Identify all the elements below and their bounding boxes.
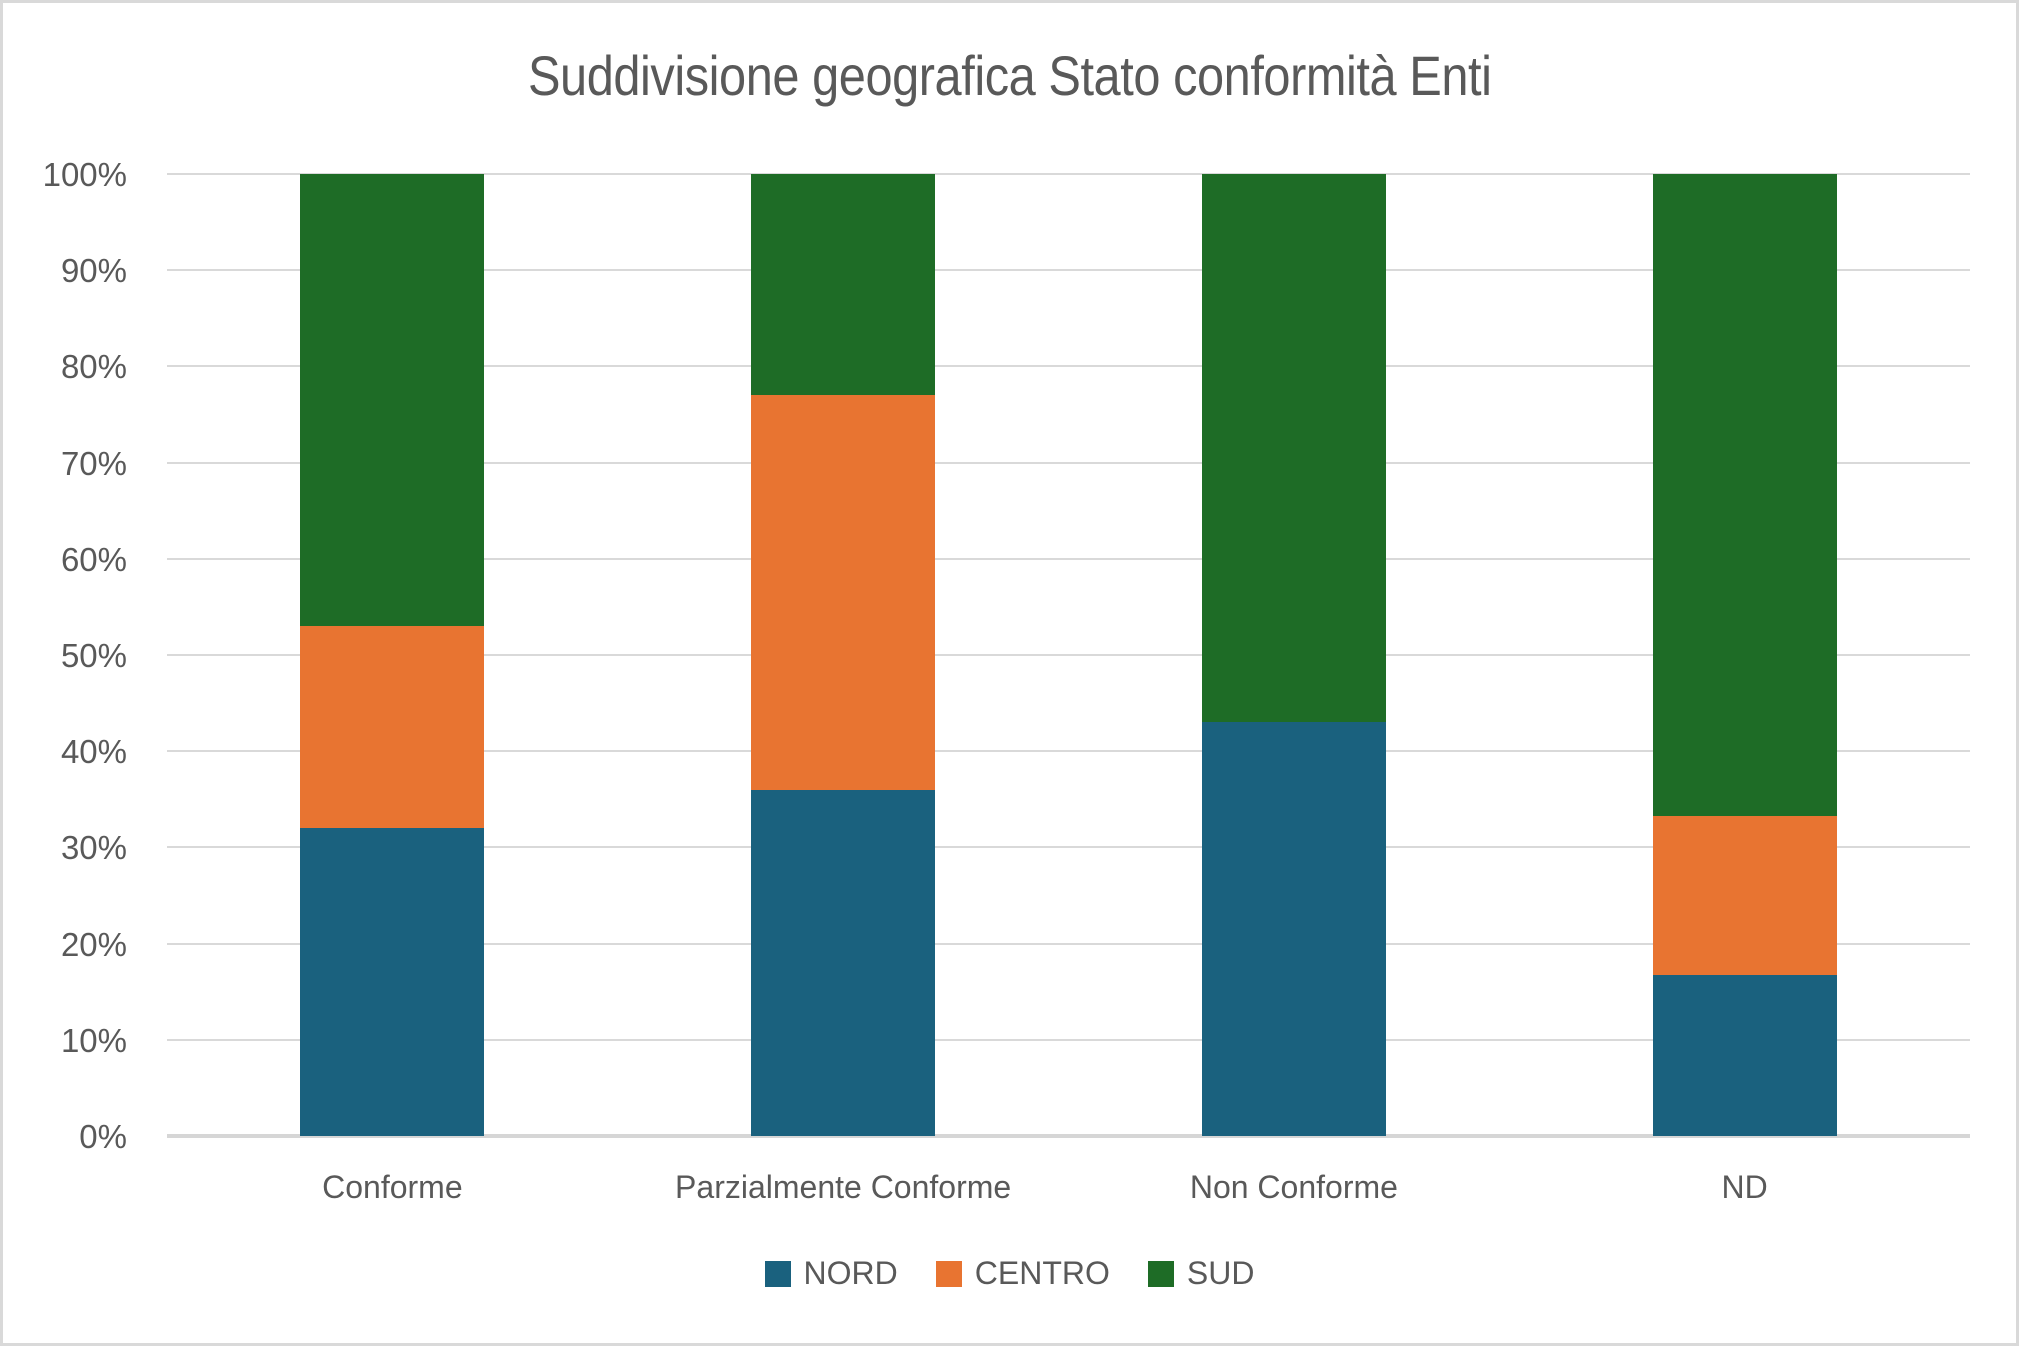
y-tick-label-20: 20% — [60, 925, 127, 963]
y-tick-label-10: 10% — [60, 1021, 127, 1059]
segment-centro-nd — [1652, 815, 1837, 976]
chart-title-text: Suddivisione geografica Stato conformità… — [527, 44, 1492, 107]
y-tick-label-0: 0% — [79, 1118, 127, 1155]
y-tick-label-60: 60% — [60, 540, 127, 578]
y-tick-label-80: 80% — [60, 348, 127, 386]
plot-area — [167, 173, 1970, 1138]
x-category-label-conforme: Conforme — [322, 1169, 463, 1205]
legend: NORD CENTRO SUD — [3, 1255, 2016, 1292]
y-tick-label-40: 40% — [60, 733, 127, 771]
y-tick-label-30: 30% — [60, 829, 127, 867]
x-axis-line — [167, 1134, 1970, 1138]
gridline-40 — [167, 750, 1970, 753]
segment-centro-parzialmente-conforme — [751, 395, 936, 790]
legend-swatch-icon — [764, 1260, 791, 1287]
bar-conforme — [300, 174, 485, 1136]
legend-label-centro: CENTRO — [974, 1255, 1110, 1291]
segment-sud-conforme — [300, 174, 485, 627]
bar-parzialmente-conforme — [751, 174, 936, 1136]
x-category-label-nd: ND — [1721, 1169, 1768, 1205]
gridline-80 — [167, 365, 1970, 368]
gridline-10 — [167, 1038, 1970, 1041]
x-category-label-parzialmente-conforme: Parzialmente Conforme — [675, 1169, 1012, 1205]
gridline-20 — [167, 942, 1970, 945]
y-tick-label-50: 50% — [60, 637, 127, 674]
x-category-label-non-conforme: Non Conforme — [1189, 1169, 1398, 1205]
gridline-30 — [167, 846, 1970, 849]
segment-sud-parzialmente-conforme — [751, 174, 936, 396]
legend-item-nord: NORD — [764, 1255, 898, 1292]
gridline-50 — [167, 654, 1970, 656]
gridline-90 — [167, 269, 1970, 272]
chart-title: Suddivisione geografica Stato conformità… — [3, 43, 2016, 108]
bar-nd — [1652, 174, 1837, 1136]
legend-label-nord: NORD — [803, 1255, 898, 1291]
legend-swatch-icon — [935, 1260, 962, 1287]
segment-sud-non-conforme — [1201, 174, 1386, 723]
y-tick-label-90: 90% — [60, 252, 127, 290]
legend-item-sud: SUD — [1147, 1255, 1255, 1292]
segment-centro-conforme — [300, 626, 485, 829]
gridline-100 — [167, 173, 1970, 175]
y-tick-label-70: 70% — [60, 444, 127, 482]
legend-swatch-icon — [1147, 1260, 1174, 1287]
y-tick-label-100: 100% — [42, 156, 127, 193]
segment-nord-non-conforme — [1201, 722, 1386, 1136]
gridline-70 — [167, 461, 1970, 464]
gridline-60 — [167, 557, 1970, 560]
segment-sud-nd — [1652, 174, 1837, 816]
legend-label-sud: SUD — [1186, 1255, 1255, 1291]
segment-nord-nd — [1652, 975, 1837, 1136]
segment-nord-conforme — [300, 828, 485, 1136]
segment-nord-parzialmente-conforme — [751, 789, 936, 1136]
legend-item-centro: CENTRO — [935, 1255, 1110, 1292]
bar-non-conforme — [1201, 174, 1386, 1136]
